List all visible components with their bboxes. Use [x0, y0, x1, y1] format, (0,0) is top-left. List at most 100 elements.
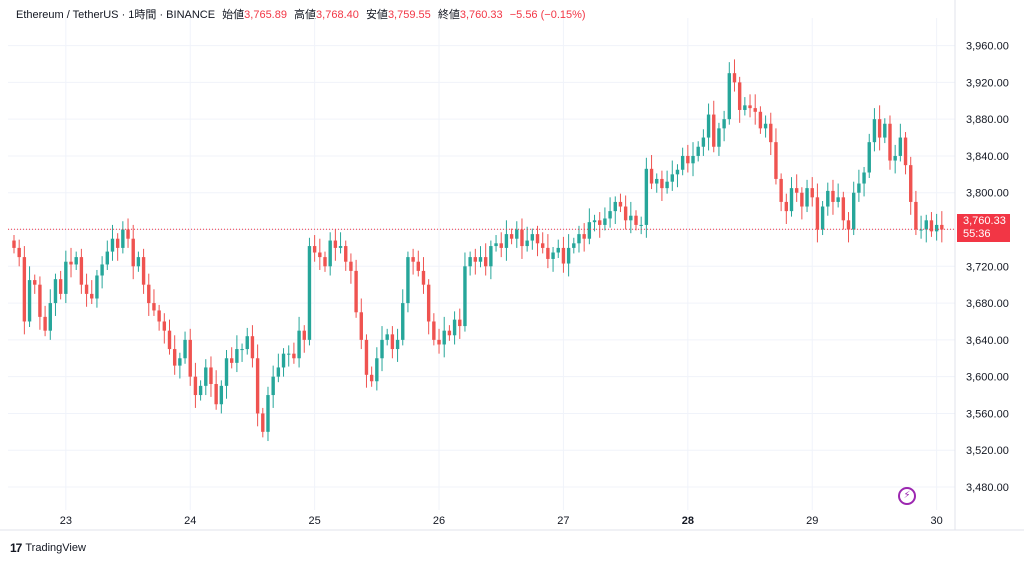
candle-body: [883, 123, 887, 138]
candle-body: [919, 229, 923, 231]
candle-body: [385, 334, 389, 340]
candle-body: [846, 220, 851, 230]
candle-body: [157, 310, 161, 322]
candle-body: [12, 240, 16, 248]
tradingview-logo[interactable]: 17 TradingView: [10, 541, 86, 555]
candle-body: [292, 353, 296, 359]
candle-body: [535, 234, 540, 244]
candle-body: [447, 330, 452, 336]
candle-body: [587, 222, 592, 239]
candle-body: [898, 137, 903, 156]
candle-body: [577, 234, 581, 244]
candle-body: [504, 234, 509, 248]
low-label: 安値: [365, 9, 388, 21]
candle-body: [608, 211, 612, 219]
y-tick-label: 3,960.00: [966, 41, 1009, 53]
candle-body: [338, 246, 343, 248]
candle-body: [349, 261, 353, 271]
candle-body: [442, 330, 446, 345]
candle-body: [318, 252, 322, 258]
candle-body: [463, 266, 467, 327]
candle-body: [566, 247, 571, 264]
candle-body: [235, 349, 239, 363]
candle-body: [509, 234, 514, 239]
candle-body: [940, 224, 944, 230]
candle-body: [271, 376, 275, 396]
candle-body: [100, 264, 104, 276]
candle-body: [38, 284, 42, 317]
candle-body: [261, 413, 265, 432]
close-value: 3,760.33: [459, 9, 503, 21]
candle-body: [359, 312, 363, 340]
candle-body: [406, 257, 410, 304]
candle-body: [826, 190, 830, 207]
candle-body: [281, 353, 286, 368]
candle-body: [903, 137, 908, 166]
candle-body: [556, 247, 560, 253]
candle-body: [323, 257, 327, 267]
candle-body: [401, 303, 405, 340]
candle-body: [483, 257, 488, 267]
candle-body: [473, 257, 478, 262]
y-tick-label: 3,480.00: [966, 482, 1009, 494]
candle-body: [655, 178, 659, 184]
candle-body: [929, 220, 934, 232]
candle-body: [810, 188, 814, 198]
candle-body: [287, 353, 291, 355]
close-label: 終値: [437, 9, 460, 21]
candle-body: [245, 336, 249, 350]
candle-body: [380, 339, 384, 359]
candle-body: [266, 395, 270, 432]
candle-body: [613, 201, 617, 212]
candle-body: [437, 339, 441, 345]
candle-body: [426, 284, 431, 322]
candle-body: [753, 108, 757, 112]
high-value: 3,768.40: [316, 9, 359, 21]
candle-body: [867, 142, 871, 173]
candle-body: [489, 246, 493, 267]
candle-body: [255, 358, 260, 414]
candle-body: [680, 155, 685, 170]
candle-body: [877, 119, 882, 138]
candle-body: [499, 243, 503, 248]
candle-body: [686, 155, 690, 164]
candle-body: [95, 275, 99, 299]
candle-body: [172, 349, 177, 366]
x-tick-label: 26: [433, 515, 445, 527]
x-tick-label: 24: [184, 515, 196, 527]
x-tick-label: 23: [60, 515, 72, 527]
candle-body: [105, 251, 109, 265]
candle-body: [732, 73, 737, 83]
candle-body: [494, 243, 498, 247]
candle-body: [748, 105, 752, 109]
candle-body: [115, 238, 120, 248]
candle-body: [691, 155, 695, 164]
candle-body: [515, 229, 519, 239]
candle-body: [665, 181, 669, 189]
candle-body: [84, 284, 89, 294]
candle-body: [670, 174, 674, 182]
y-tick-label: 3,800.00: [966, 188, 1009, 200]
candle-body: [572, 243, 576, 248]
candle-body: [784, 201, 789, 212]
candle-body: [598, 220, 602, 225]
candle-body: [64, 261, 68, 294]
candle-body: [22, 257, 27, 322]
candle-body: [219, 385, 224, 405]
candle-body: [193, 376, 198, 396]
y-tick-label: 3,920.00: [966, 77, 1009, 89]
candle-body: [758, 111, 763, 129]
lightning-icon[interactable]: ⚡: [898, 487, 916, 505]
candle-body: [857, 183, 861, 193]
candle-body: [328, 240, 332, 267]
candle-body: [872, 119, 877, 143]
candle-body: [90, 293, 94, 299]
candle-body: [198, 385, 203, 396]
last-price-value: 3,760.33: [963, 215, 1006, 227]
candle-body: [717, 128, 721, 147]
candle-body: [629, 215, 633, 221]
candle-body: [722, 119, 726, 129]
candle-body: [333, 240, 338, 248]
low-value: 3,759.55: [387, 9, 431, 21]
